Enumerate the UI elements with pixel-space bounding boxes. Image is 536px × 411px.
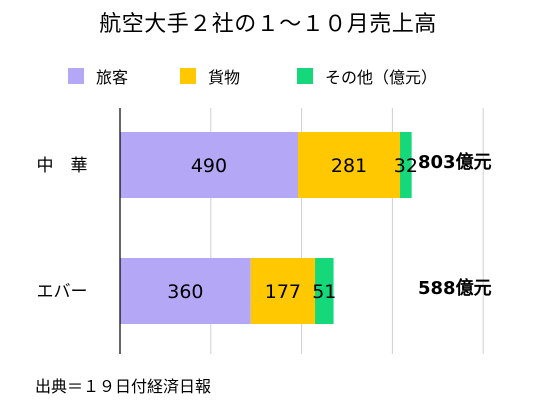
- legend-label-other: その他（億元）: [325, 68, 438, 87]
- legend-item-cargo: 貨物: [180, 64, 240, 88]
- legend-item-other: その他（億元）: [297, 64, 437, 88]
- legend-label-cargo: 貨物: [208, 68, 241, 87]
- category-label: 中 華: [37, 156, 88, 176]
- bar-cargo: [250, 258, 316, 324]
- data-label-other: 32: [394, 155, 418, 177]
- data-label-cargo: 281: [331, 155, 367, 177]
- chart-title: 航空大手２社の１～１０月売上高: [99, 12, 437, 37]
- data-label-passenger: 360: [167, 281, 203, 303]
- data-label-cargo: 177: [265, 281, 301, 303]
- category-label: エバー: [37, 282, 88, 302]
- legend: 旅客 貨物 その他（億元）: [0, 64, 536, 88]
- legend-label-passenger: 旅客: [96, 68, 129, 87]
- bar-other: [315, 258, 334, 324]
- source-note: 出典＝１９日付経済日報: [35, 377, 212, 396]
- legend-swatch-passenger: [68, 68, 84, 84]
- legend-swatch-other: [297, 68, 313, 84]
- total-label: 588億元: [418, 277, 492, 299]
- bar-cargo: [297, 132, 401, 198]
- legend-item-passenger: 旅客: [68, 64, 128, 88]
- data-label-other: 51: [312, 281, 336, 303]
- bar-passenger: [120, 132, 298, 198]
- bar-other: [400, 132, 412, 198]
- bar-passenger: [120, 258, 251, 324]
- legend-swatch-cargo: [180, 68, 196, 84]
- total-label: 803億元: [418, 151, 492, 173]
- data-label-passenger: 490: [191, 155, 227, 177]
